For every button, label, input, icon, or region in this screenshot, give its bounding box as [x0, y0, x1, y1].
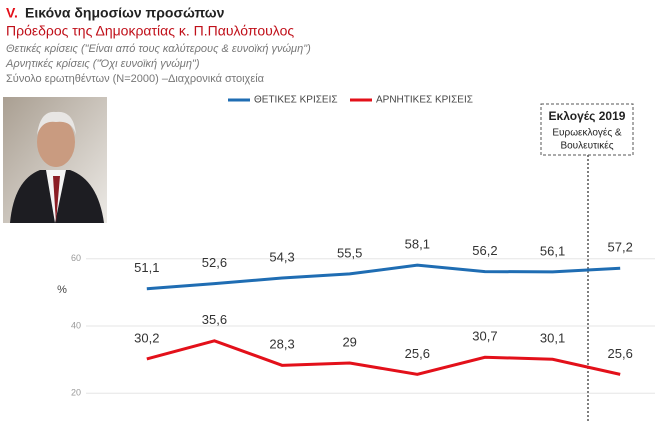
data-label: 25,6 [405, 346, 430, 361]
photo [3, 97, 107, 223]
y-tick-label: 40 [71, 320, 81, 330]
data-label: 52,6 [202, 255, 227, 270]
data-label: 56,1 [540, 243, 565, 258]
data-label: 54,3 [269, 249, 294, 264]
subtitle: Πρόεδρος της Δημοκρατίας κ. Π.Παυλόπουλο… [6, 23, 294, 39]
legend-label: ΑΡΝΗΤΙΚΕΣ ΚΡΙΣΕΙΣ [376, 95, 473, 106]
annotation-text: Βουλευτικές [560, 140, 613, 152]
note: Σύνολο ερωτηθέντων (N=2000) –Διαχρονικά … [6, 73, 265, 85]
data-label: 56,2 [472, 243, 497, 258]
y-axis-label: % [57, 284, 67, 296]
annotation-title: Εκλογές 2019 [549, 109, 626, 123]
note: Θετικές κρίσεις ("Είναι από τους καλύτερ… [6, 43, 311, 55]
data-label: 55,5 [337, 245, 362, 260]
y-tick-label: 20 [71, 388, 81, 398]
data-label: 25,6 [608, 346, 633, 361]
data-label: 30,1 [540, 331, 565, 346]
title-prefix: V. [6, 5, 18, 21]
data-label: 58,1 [405, 237, 430, 252]
data-label: 30,2 [134, 330, 159, 345]
data-label: 29 [342, 334, 356, 349]
data-label: 28,3 [269, 337, 294, 352]
legend-label: ΘΕΤΙΚΕΣ ΚΡΙΣΕΙΣ [254, 95, 338, 106]
data-label: 57,2 [608, 240, 633, 255]
note: Αρνητικές κρίσεις ("Όχι ευνοϊκή γνώμη") [5, 58, 200, 70]
series-line [146, 263, 621, 291]
chart-title: Εικόνα δημοσίων προσώπων [25, 5, 225, 21]
annotation-box [540, 103, 634, 156]
data-label: 51,1 [134, 260, 159, 275]
data-label: 35,6 [202, 312, 227, 327]
annotation-text: Ευρωεκλογές & [552, 127, 622, 139]
series-line [146, 339, 621, 376]
y-tick-label: 60 [71, 253, 81, 263]
data-label: 30,7 [472, 329, 497, 344]
